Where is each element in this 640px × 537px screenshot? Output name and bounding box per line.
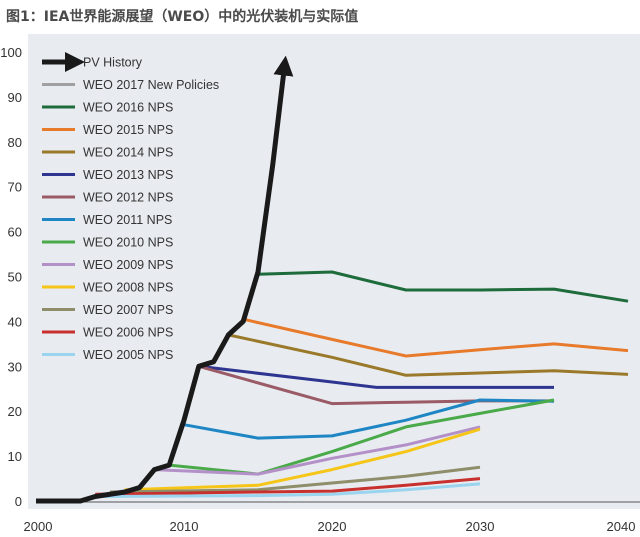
y-tick-label: 10 xyxy=(8,449,22,464)
legend-label: WEO 2009 NPS xyxy=(83,258,173,272)
legend-label: WEO 2007 NPS xyxy=(83,303,173,317)
legend-label: WEO 2016 NPS xyxy=(83,101,173,115)
y-tick-label: 50 xyxy=(8,270,22,285)
series-line-pv-history xyxy=(36,55,294,504)
legend-label: WEO 2014 NPS xyxy=(83,146,173,160)
legend-label: PV History xyxy=(83,56,143,70)
y-tick-label: 40 xyxy=(8,314,22,329)
y-tick-label: 90 xyxy=(8,90,22,105)
series-line-weo-2006-nps xyxy=(95,477,481,496)
series-line-weo-2008-nps xyxy=(124,427,481,492)
series-line-weo-2009-nps xyxy=(154,425,481,476)
legend-label: WEO 2012 NPS xyxy=(83,191,173,205)
x-tick-label: 2010 xyxy=(170,519,199,534)
series-line-weo-2011-nps xyxy=(183,398,555,440)
legend-label: WEO 2013 NPS xyxy=(83,168,173,182)
legend-label: WEO 2005 NPS xyxy=(83,348,173,362)
chart-title: 图1：IEA世界能源展望（WEO）中的光伏装机与实际值 xyxy=(6,9,359,25)
legend-label: WEO 2017 New Policies xyxy=(83,78,219,92)
x-tick-label: 2030 xyxy=(466,519,495,534)
y-tick-label: 30 xyxy=(8,359,22,374)
y-tick-label: 0 xyxy=(15,494,22,509)
series-line-weo-2015-nps xyxy=(242,317,629,358)
series-line-weo-2016-nps xyxy=(257,270,629,303)
series-line-weo-2005-nps xyxy=(95,482,481,498)
series-line-weo-2013-nps xyxy=(198,364,554,389)
legend-label: WEO 2008 NPS xyxy=(83,281,173,295)
y-tick-label: 70 xyxy=(8,180,22,195)
x-tick-label: 2020 xyxy=(318,519,347,534)
series-line-weo-2007-nps xyxy=(109,465,481,494)
y-tick-label: 20 xyxy=(8,404,22,419)
series-line-weo-2014-nps xyxy=(228,333,629,377)
x-tick-label: 2000 xyxy=(24,519,53,534)
y-tick-label: 80 xyxy=(8,135,22,150)
legend-label: WEO 2015 NPS xyxy=(83,123,173,137)
legend-label: WEO 2011 NPS xyxy=(83,213,172,227)
y-tick-label: 60 xyxy=(8,225,22,240)
x-tick-label: 2040 xyxy=(607,519,636,534)
y-tick-label: 100 xyxy=(0,45,22,60)
legend-label: WEO 2010 NPS xyxy=(83,236,173,250)
legend-label: WEO 2006 NPS xyxy=(83,326,173,340)
